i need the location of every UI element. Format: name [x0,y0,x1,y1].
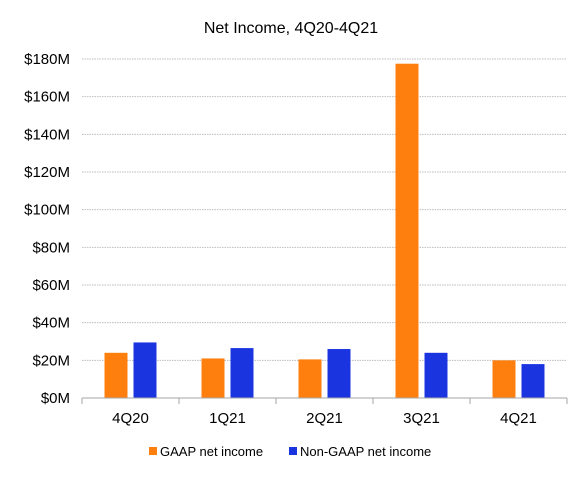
chart-title: Net Income, 4Q20-4Q21 [204,20,378,37]
bar-non-gaap-net-income-4q21 [521,364,545,398]
legend: GAAP net income Non-GAAP net income [149,444,431,459]
bar-gaap-net-income-4q21 [492,360,516,398]
legend-swatch [289,447,297,455]
y-tick-label: $160M [24,89,70,106]
y-tick-label: $60M [32,277,70,294]
y-tick-label: $120M [24,164,70,181]
legend-swatch [149,447,157,455]
y-tick-label: $180M [24,51,70,68]
x-tick-label: 4Q20 [112,410,149,427]
x-tick-label: 1Q21 [209,410,246,427]
bar-non-gaap-net-income-1q21 [230,348,254,398]
bars [104,63,545,398]
y-axis-ticks: $0M $20M $40M $60M $80M $100M $120M $140M $160M $… [24,51,70,407]
y-tick-label: $0M [41,390,70,407]
y-tick-label: $20M [32,352,70,369]
bar-non-gaap-net-income-4q20 [133,342,157,398]
x-tick-label: 2Q21 [306,410,343,427]
bar-gaap-net-income-2q21 [298,359,322,398]
bar-gaap-net-income-4q20 [104,352,128,398]
bar-gaap-net-income-3q21 [395,63,419,398]
bar-gaap-net-income-1q21 [201,358,225,398]
bar-non-gaap-net-income-2q21 [327,349,351,398]
y-tick-label: $80M [32,239,70,256]
y-tick-label: $100M [24,202,70,219]
legend-label: Non-GAAP net income [300,444,431,459]
y-tick-label: $140M [24,126,70,143]
x-tick-label: 3Q21 [403,410,440,427]
bar-non-gaap-net-income-3q21 [424,352,448,398]
gridlines [82,58,567,361]
x-tick-label: 4Q21 [500,410,537,427]
legend-label: GAAP net income [160,444,263,459]
x-axis-ticks: 4Q20 1Q21 2Q21 3Q21 4Q21 [81,398,568,427]
y-tick-label: $40M [32,315,70,332]
